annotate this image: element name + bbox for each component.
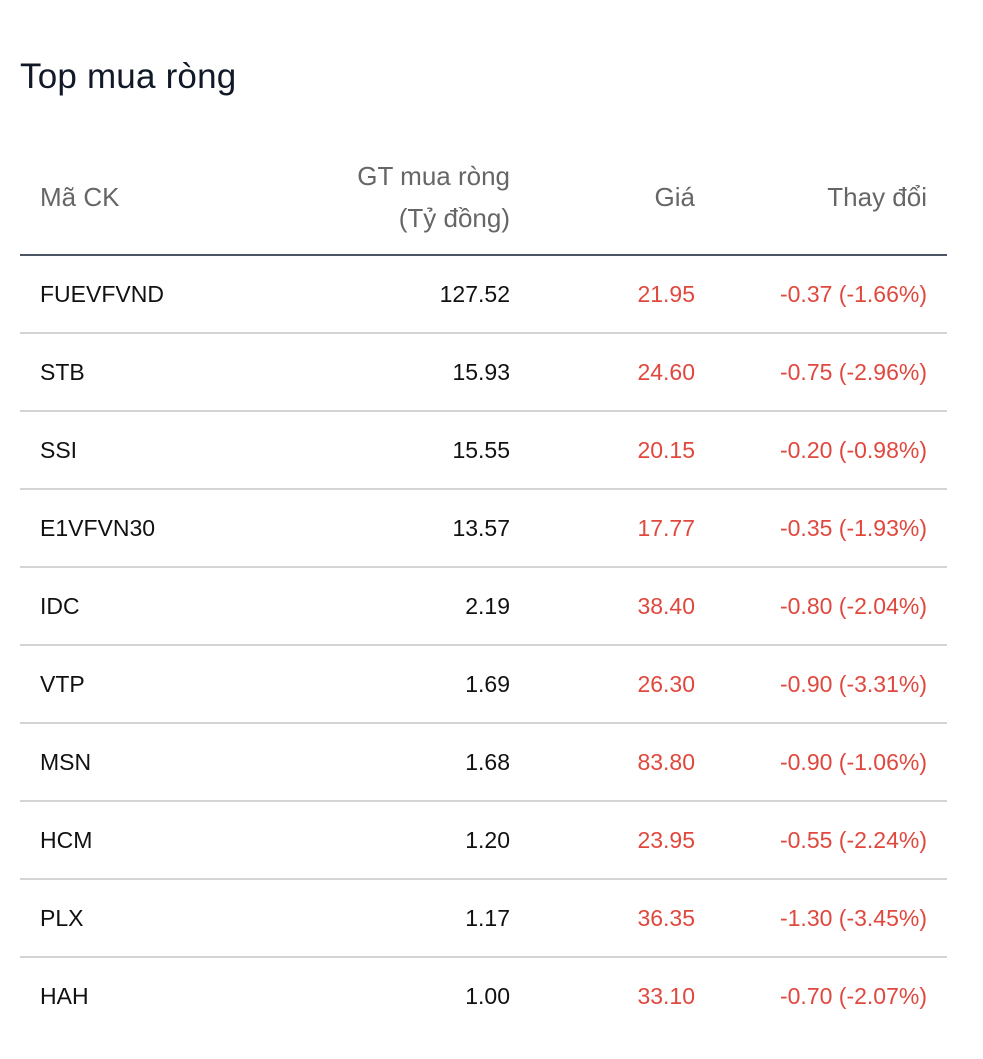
header-stock-code: Mã CK (20, 140, 260, 256)
price-change: -0.20 (-0.98%) (695, 411, 947, 490)
price: 26.30 (510, 645, 695, 724)
table-row[interactable]: PLX 1.17 36.35 -1.30 (-3.45%) (20, 879, 947, 958)
stock-code[interactable]: IDC (20, 567, 260, 646)
table-row[interactable]: IDC 2.19 38.40 -0.80 (-2.04%) (20, 567, 947, 646)
table-row[interactable]: FUEVFVND 127.52 21.95 -0.37 (-1.66%) (20, 255, 947, 334)
price-change: -0.37 (-1.66%) (695, 255, 947, 334)
net-buy-value: 15.93 (260, 333, 510, 412)
net-buy-value: 13.57 (260, 489, 510, 568)
net-buy-value: 127.52 (260, 255, 510, 334)
price: 83.80 (510, 723, 695, 802)
net-buy-value: 1.17 (260, 879, 510, 958)
net-buy-value: 1.00 (465, 982, 510, 1009)
price: 20.15 (510, 411, 695, 490)
stock-code[interactable]: FUEVFVND (20, 255, 260, 334)
price-change: -0.70 (-2.07%) (779, 982, 927, 1009)
price: 38.40 (510, 567, 695, 646)
net-buy-value: 2.19 (260, 567, 510, 646)
stock-code[interactable]: MSN (20, 723, 260, 802)
table-row[interactable]: HAH 1.00 33.10 -0.70 (-2.07%) (20, 957, 947, 1034)
price-change: -1.30 (-3.45%) (695, 879, 947, 958)
stock-code[interactable]: STB (20, 333, 260, 412)
table-row[interactable]: STB 15.93 24.60 -0.75 (-2.96%) (20, 333, 947, 412)
table-row[interactable]: MSN 1.68 83.80 -0.90 (-1.06%) (20, 723, 947, 802)
price: 21.95 (510, 255, 695, 334)
price-change: -0.75 (-2.96%) (695, 333, 947, 412)
net-buy-value: 1.68 (260, 723, 510, 802)
net-buy-table-container: Mã CK GT mua ròng (Tỷ đồng) Giá Thay đổi… (20, 140, 947, 1034)
table-row[interactable]: SSI 15.55 20.15 -0.20 (-0.98%) (20, 411, 947, 490)
table-header: Mã CK GT mua ròng (Tỷ đồng) Giá Thay đổi (20, 140, 947, 256)
price-change: -0.80 (-2.04%) (695, 567, 947, 646)
stock-code[interactable]: E1VFVN30 (20, 489, 260, 568)
price: 24.60 (510, 333, 695, 412)
price: 33.10 (637, 982, 695, 1009)
price: 17.77 (510, 489, 695, 568)
stock-code[interactable]: VTP (20, 645, 260, 724)
header-change: Thay đổi (695, 140, 947, 256)
header-net-buy-value-line1: GT mua ròng (357, 161, 510, 191)
price-change: -0.90 (-1.06%) (695, 723, 947, 802)
stock-code[interactable]: SSI (20, 411, 260, 490)
net-buy-table: Mã CK GT mua ròng (Tỷ đồng) Giá Thay đổi… (20, 140, 947, 1034)
price-change: -0.35 (-1.93%) (695, 489, 947, 568)
table-header-row: Mã CK GT mua ròng (Tỷ đồng) Giá Thay đổi (20, 140, 947, 256)
price-change: -0.55 (-2.24%) (695, 801, 947, 880)
net-buy-value: 1.69 (260, 645, 510, 724)
page-title: Top mua ròng (20, 57, 237, 96)
stock-code[interactable]: PLX (20, 879, 260, 958)
stock-code[interactable]: HCM (20, 801, 260, 880)
header-net-buy-value: GT mua ròng (Tỷ đồng) (260, 140, 510, 256)
table-row[interactable]: E1VFVN30 13.57 17.77 -0.35 (-1.93%) (20, 489, 947, 568)
table-body: FUEVFVND 127.52 21.95 -0.37 (-1.66%) STB… (20, 255, 947, 1034)
price: 23.95 (510, 801, 695, 880)
table-row[interactable]: HCM 1.20 23.95 -0.55 (-2.24%) (20, 801, 947, 880)
price-change: -0.90 (-3.31%) (695, 645, 947, 724)
net-buy-value: 15.55 (260, 411, 510, 490)
price: 36.35 (510, 879, 695, 958)
header-price: Giá (510, 140, 695, 256)
table-row[interactable]: VTP 1.69 26.30 -0.90 (-3.31%) (20, 645, 947, 724)
net-buy-value: 1.20 (260, 801, 510, 880)
header-net-buy-value-unit: (Tỷ đồng) (398, 203, 510, 233)
stock-code[interactable]: HAH (40, 982, 89, 1009)
